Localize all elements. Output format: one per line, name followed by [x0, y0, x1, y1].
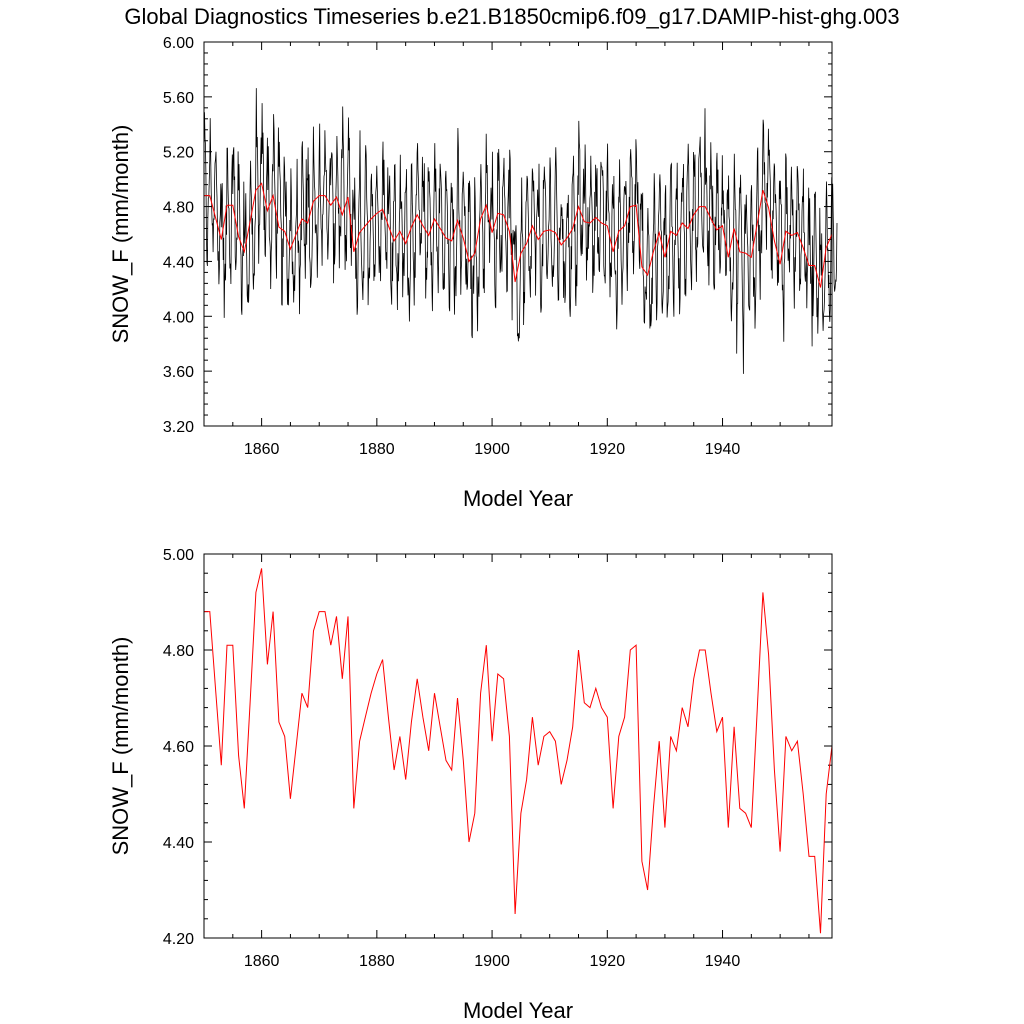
- y-tick-label: 5.00: [163, 547, 194, 564]
- annual-mean-line: [204, 182, 833, 288]
- y-tick-label: 6.00: [163, 35, 194, 52]
- y-axis-label: SNOW_F (mm/month): [108, 637, 133, 856]
- y-tick-label: 3.60: [163, 364, 194, 381]
- y-tick-label: 4.80: [163, 200, 194, 217]
- tick-marks: [203, 553, 832, 939]
- x-tick-label: 1940: [705, 953, 741, 970]
- x-axis-label: Model Year: [463, 486, 573, 511]
- annual-mean-line: [204, 568, 833, 934]
- x-tick-labels: 1860 1880 1900 1920 1940: [244, 953, 741, 970]
- x-tick-label: 1940: [705, 441, 741, 458]
- panel-monthly-annual: 3.20 3.60 4.00 4.40 4.80 5.20 5.60 6.00 1860 188…: [108, 35, 838, 511]
- series-layer: [204, 568, 833, 934]
- x-tick-label: 1900: [474, 953, 510, 970]
- y-tick-labels: 4.20 4.40 4.60 4.80 5.00: [163, 547, 194, 948]
- y-axis-label: SNOW_F (mm/month): [108, 125, 133, 344]
- x-tick-label: 1880: [359, 953, 395, 970]
- y-tick-label: 5.60: [163, 90, 194, 107]
- x-tick-label: 1880: [359, 441, 395, 458]
- y-tick-label: 4.00: [163, 309, 194, 326]
- y-tick-label: 4.20: [163, 931, 194, 948]
- x-tick-label: 1920: [590, 953, 626, 970]
- y-tick-labels: 3.20 3.60 4.00 4.40 4.80 5.20 5.60 6.00: [163, 35, 194, 436]
- x-tick-labels: 1860 1880 1900 1920 1940: [244, 441, 741, 458]
- y-tick-label: 4.40: [163, 835, 194, 852]
- x-tick-label: 1860: [244, 953, 280, 970]
- y-tick-label: 4.80: [163, 643, 194, 660]
- panel-annual: 4.20 4.40 4.60 4.80 5.00 1860 1880 1900 1920 194…: [108, 547, 833, 1023]
- y-tick-label: 3.20: [163, 419, 194, 436]
- y-tick-label: 4.40: [163, 254, 194, 271]
- plot-frame: [203, 553, 833, 939]
- tick-marks: [203, 41, 832, 427]
- y-tick-label: 4.60: [163, 739, 194, 756]
- x-axis-label: Model Year: [463, 998, 573, 1023]
- x-tick-label: 1920: [590, 441, 626, 458]
- monthly-series-line: [203, 88, 838, 374]
- y-tick-label: 5.20: [163, 145, 194, 162]
- series-layer: [203, 88, 838, 374]
- x-tick-label: 1900: [474, 441, 510, 458]
- x-tick-label: 1860: [244, 441, 280, 458]
- figure-title: Global Diagnostics Timeseries b.e21.B185…: [124, 4, 899, 29]
- plot-frame: [203, 41, 833, 427]
